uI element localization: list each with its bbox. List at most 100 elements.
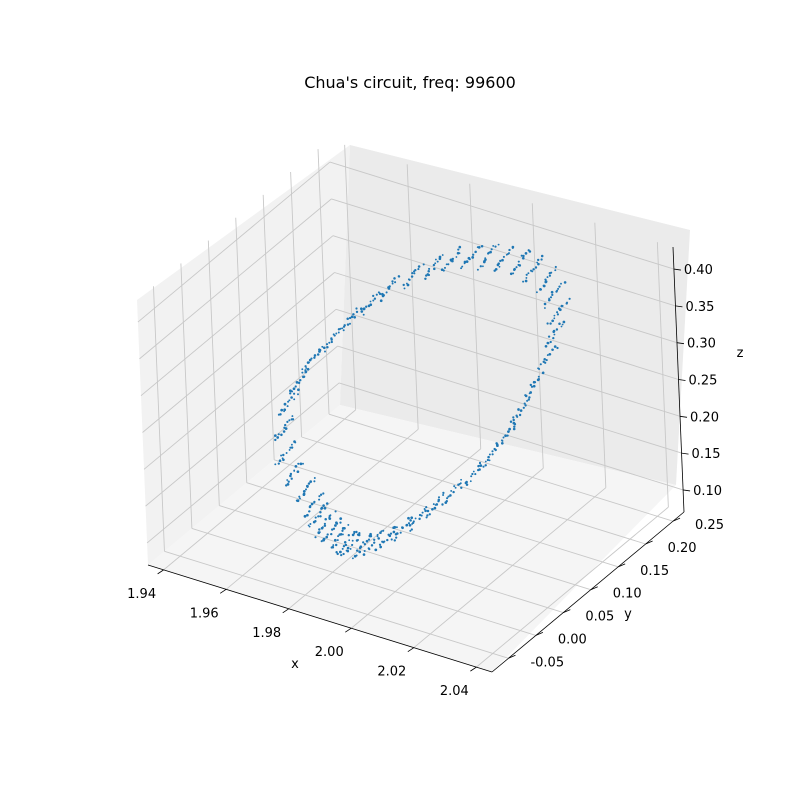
x-gridline-floor (163, 409, 356, 571)
data-point (323, 524, 327, 527)
data-point (299, 462, 303, 466)
data-point (339, 532, 343, 536)
data-point (497, 262, 500, 265)
x-tick-mark (157, 569, 164, 575)
data-point (455, 256, 458, 258)
data-point (449, 494, 452, 497)
data-point (378, 543, 382, 546)
z-gridline-back (331, 198, 676, 307)
data-point (460, 486, 463, 489)
y-tick-label: 0.10 (613, 587, 642, 602)
data-point (414, 517, 417, 520)
data-point (365, 539, 369, 543)
data-point (295, 381, 299, 384)
data-point (422, 263, 425, 266)
data-point (379, 299, 383, 303)
data-point (357, 539, 359, 541)
data-point (333, 538, 337, 542)
data-point (528, 396, 531, 399)
data-point (471, 256, 475, 259)
data-point (343, 527, 346, 530)
data-point (342, 552, 345, 556)
data-point (532, 268, 535, 271)
data-point (433, 267, 436, 271)
data-point (274, 438, 277, 442)
data-point (527, 249, 530, 252)
data-point (442, 494, 445, 496)
data-point (443, 266, 447, 269)
data-point (313, 500, 316, 504)
data-point (320, 540, 323, 543)
data-point (346, 317, 349, 321)
data-point (325, 502, 329, 505)
x-gridline-floor (476, 506, 669, 668)
data-point (342, 329, 345, 332)
data-point (524, 252, 528, 255)
z-gridline-left (143, 308, 337, 470)
data-point (369, 532, 372, 536)
data-point (320, 493, 323, 496)
data-point (530, 385, 534, 388)
data-point (393, 539, 397, 542)
data-point (437, 496, 441, 499)
data-point (336, 552, 339, 556)
data-point (367, 304, 371, 308)
data-point (377, 537, 380, 540)
data-point (549, 322, 552, 325)
data-point (409, 519, 412, 522)
data-point (490, 248, 493, 251)
data-point (426, 509, 430, 513)
data-point (403, 287, 406, 290)
data-point (365, 305, 368, 308)
data-point (340, 554, 343, 557)
data-point (393, 277, 396, 280)
data-point (555, 328, 559, 331)
data-point (328, 341, 331, 344)
data-point (326, 533, 329, 536)
data-point (289, 392, 292, 395)
data-point (497, 243, 500, 246)
data-point (278, 459, 282, 462)
data-point (543, 302, 547, 306)
data-point (445, 263, 448, 266)
data-point (515, 266, 518, 269)
data-point (330, 337, 333, 340)
data-point (565, 302, 568, 305)
data-point (308, 361, 310, 364)
data-point (302, 375, 306, 378)
data-point (460, 267, 463, 270)
axis-edges (147, 246, 691, 673)
data-point (310, 357, 313, 360)
data-point (541, 371, 545, 375)
data-point (341, 327, 344, 330)
data-point (337, 535, 340, 538)
data-point (549, 353, 552, 356)
data-point (273, 434, 277, 437)
data-point (353, 530, 356, 534)
data-point (450, 489, 453, 492)
data-point (500, 439, 503, 442)
x-tick-mark (219, 588, 227, 594)
data-point (410, 528, 413, 531)
data-point (296, 470, 300, 474)
data-point (433, 506, 437, 510)
data-point (330, 528, 334, 531)
data-point (286, 420, 289, 424)
data-point (561, 323, 564, 326)
z-gridline-back (329, 161, 675, 270)
x-tick-mark (345, 627, 352, 633)
data-point (409, 529, 412, 532)
data-point (323, 522, 326, 525)
x-gridline-floor (288, 448, 482, 610)
z-tick-label: 0.30 (687, 337, 716, 352)
data-point (385, 291, 388, 294)
data-point (426, 514, 429, 517)
data-point (355, 549, 359, 552)
data-point (502, 255, 505, 258)
data-point (507, 430, 510, 434)
data-point (324, 518, 327, 521)
z-gridline-left (142, 272, 335, 433)
data-point (513, 425, 516, 428)
data-point (345, 549, 348, 552)
data-point (543, 307, 546, 309)
